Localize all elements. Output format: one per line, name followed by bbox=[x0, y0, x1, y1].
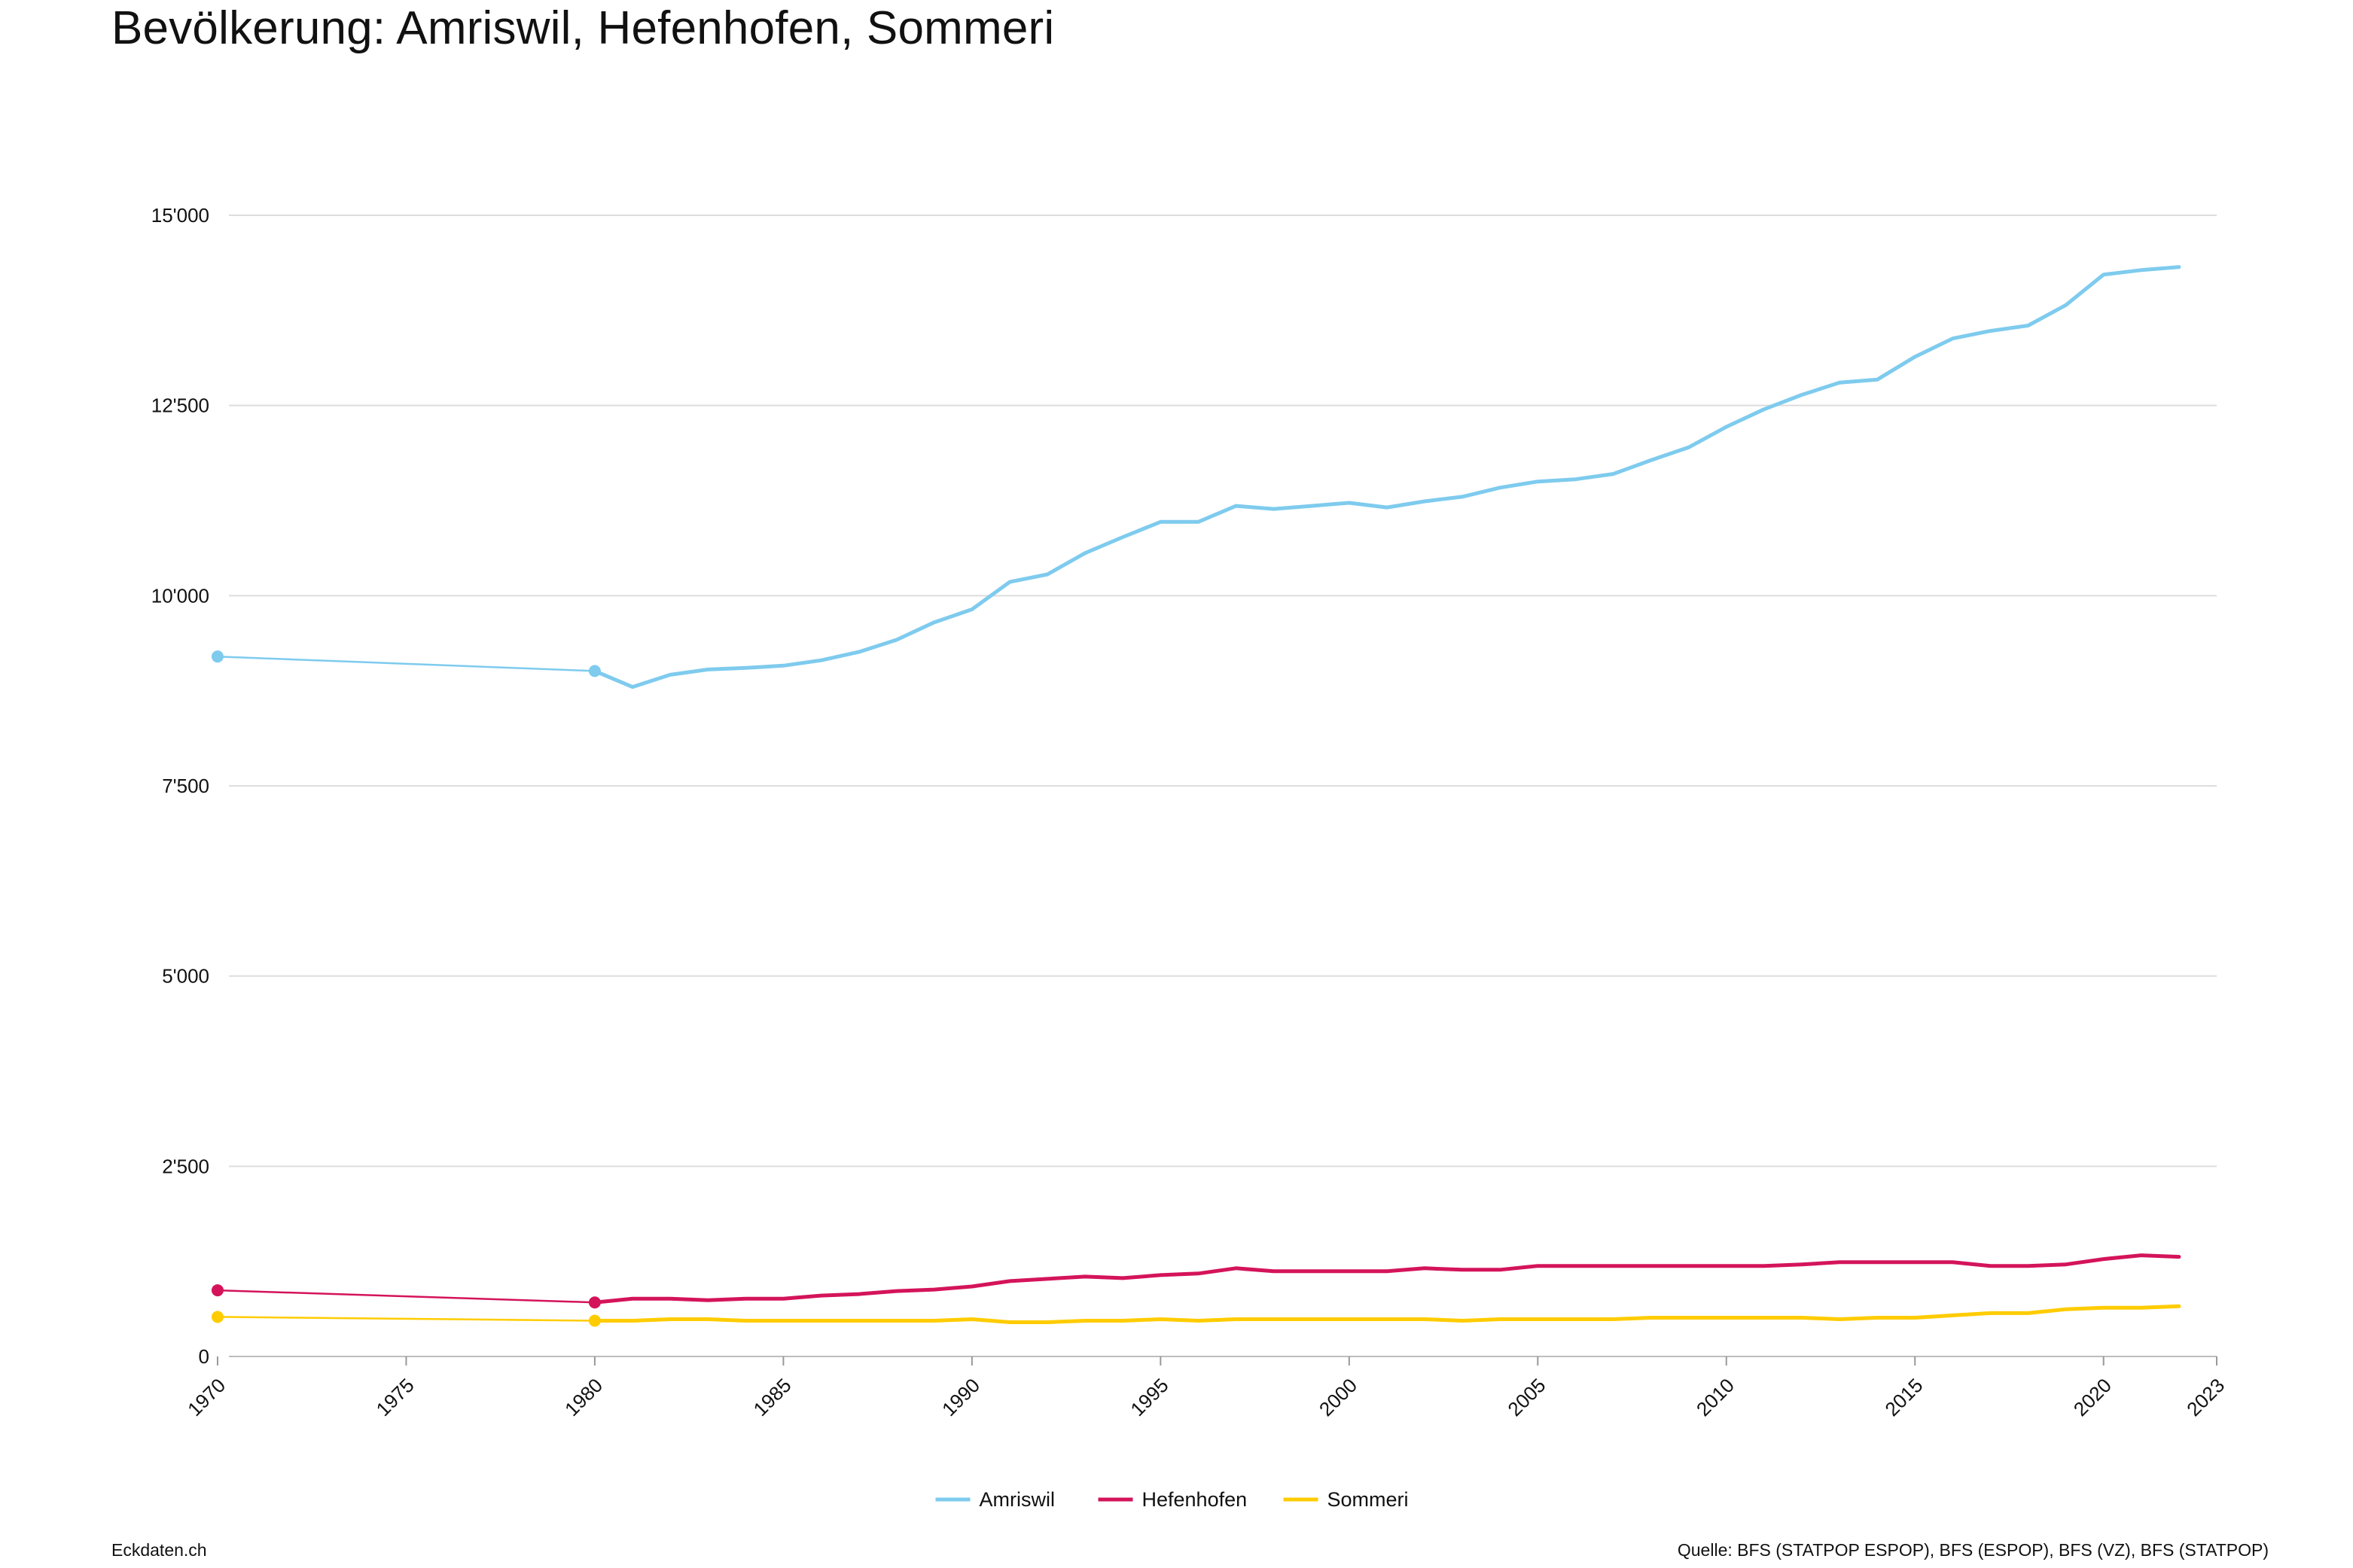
x-tick-label: 1970 bbox=[183, 1374, 230, 1420]
y-tick-label: 7'500 bbox=[162, 775, 209, 797]
x-tick-label: 2000 bbox=[1315, 1374, 1361, 1420]
y-tick-label: 2'500 bbox=[162, 1155, 209, 1177]
census-line bbox=[217, 1289, 595, 1304]
census-line bbox=[217, 655, 595, 672]
series-hefenhofen bbox=[211, 1253, 2181, 1309]
legend-item-sommeri[interactable]: Sommeri bbox=[1283, 1488, 1409, 1511]
x-tick-label: 2023 bbox=[2182, 1374, 2229, 1420]
legend-label: Hefenhofen bbox=[1142, 1488, 1248, 1511]
census-point bbox=[588, 1296, 601, 1309]
census-point bbox=[211, 1311, 224, 1323]
x-tick-label: 2015 bbox=[1880, 1374, 1927, 1420]
x-tick-label: 1995 bbox=[1126, 1374, 1172, 1420]
y-tick-label: 0 bbox=[199, 1345, 209, 1368]
series-amriswil bbox=[211, 265, 2181, 690]
legend-label: Amriswil bbox=[980, 1488, 1056, 1511]
chart-title: Bevölkerung: Amriswil, Hefenhofen, Somme… bbox=[111, 2, 1055, 54]
grid-lines bbox=[229, 215, 2217, 1357]
series-line bbox=[593, 265, 2181, 690]
series-lines bbox=[211, 265, 2181, 1327]
census-point bbox=[588, 1314, 601, 1327]
y-tick-label: 12'500 bbox=[151, 394, 209, 417]
x-tick-label: 1980 bbox=[560, 1374, 607, 1420]
census-point bbox=[211, 1284, 224, 1297]
census-line bbox=[217, 1316, 595, 1322]
legend-item-hefenhofen[interactable]: Hefenhofen bbox=[1098, 1488, 1248, 1511]
legend-item-amriswil[interactable]: Amriswil bbox=[935, 1488, 1056, 1511]
x-tick-label: 1985 bbox=[749, 1374, 796, 1420]
census-point bbox=[588, 665, 601, 677]
x-tick-label: 2020 bbox=[2069, 1374, 2116, 1420]
x-tick-label: 2005 bbox=[1503, 1374, 1550, 1420]
legend[interactable]: Amriswil Hefenhofen Sommeri bbox=[935, 1488, 1409, 1511]
series-line bbox=[593, 1253, 2181, 1305]
y-tick-label: 5'000 bbox=[162, 965, 209, 988]
site-credit: Eckdaten.ch bbox=[111, 1540, 207, 1560]
series-sommeri bbox=[211, 1304, 2181, 1327]
y-axis: 0 2'500 5'000 7'500 10'000 12'500 15'000 bbox=[151, 204, 209, 1368]
x-tick-label: 2010 bbox=[1692, 1374, 1739, 1420]
series-line bbox=[593, 1304, 2181, 1324]
x-axis: 1970 1975 1980 1985 1990 1995 2000 2005 2010 2015… bbox=[183, 1356, 2229, 1420]
x-tick-label: 1975 bbox=[372, 1374, 419, 1420]
source-note: Quelle: BFS (STATPOP ESPOP), BFS (ESPOP)… bbox=[1677, 1540, 2269, 1560]
x-tick-label: 1990 bbox=[937, 1374, 984, 1420]
legend-label: Sommeri bbox=[1327, 1488, 1409, 1511]
census-point bbox=[211, 650, 224, 663]
y-tick-label: 10'000 bbox=[151, 584, 209, 607]
y-tick-label: 15'000 bbox=[151, 204, 209, 227]
